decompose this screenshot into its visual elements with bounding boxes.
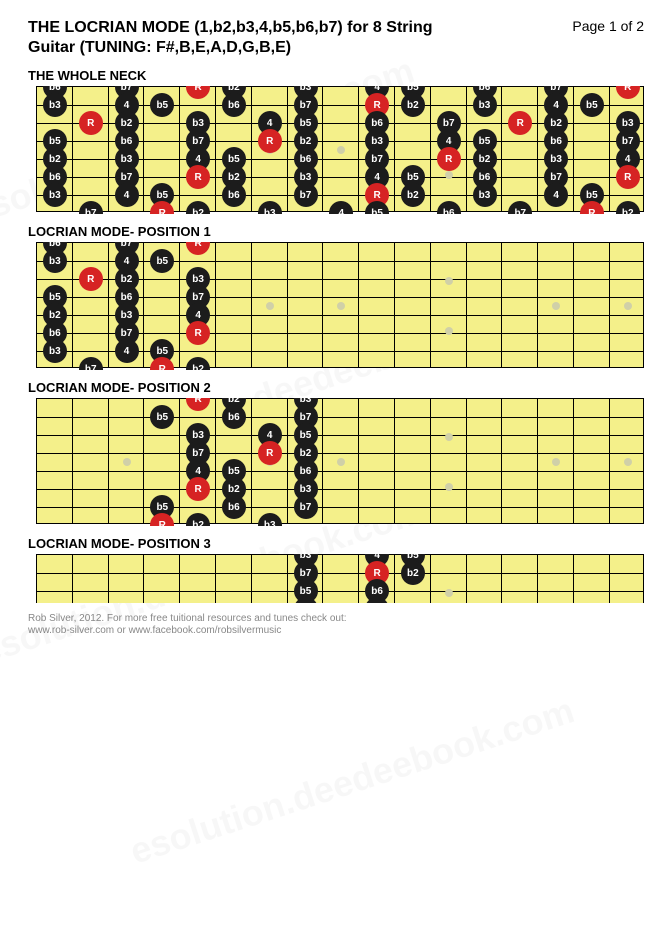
fretboard-diagram: LOCRIAN MODE- POSITION 2Rb2b3b5b6b7b34b5… <box>28 380 644 526</box>
note-degree: 4 <box>544 183 568 207</box>
note-degree: b6 <box>222 183 246 207</box>
fret-marker <box>624 302 632 310</box>
fret-marker <box>445 171 453 179</box>
note-degree: b3 <box>43 93 67 117</box>
note-root: R <box>437 147 461 171</box>
note-root: R <box>186 165 210 189</box>
footer-line-1: Rob Silver, 2012. For more free tuitiona… <box>28 613 644 625</box>
note-root: R <box>508 111 532 135</box>
title-line-2: Guitar (TUNING: F#,B,E,A,D,G,B,E) <box>28 38 432 58</box>
fretboard-diagram: THE WHOLE NECKb6b6b7Rb2b34b5b6b7Rb3b34b5… <box>28 68 644 214</box>
fret-marker <box>266 302 274 310</box>
header: THE LOCRIAN MODE (1,b2,b3,4,b5,b6,b7) fo… <box>28 18 644 58</box>
note-root: R <box>186 477 210 501</box>
note-root: R <box>258 441 282 465</box>
note-root: R <box>186 321 210 345</box>
note-degree: b2 <box>401 561 425 585</box>
note-degree: b3 <box>43 249 67 273</box>
fret-marker <box>624 458 632 466</box>
note-degree: b2 <box>401 93 425 117</box>
note-degree: b5 <box>150 405 174 429</box>
section-label: THE WHOLE NECK <box>28 68 644 83</box>
fret-marker <box>337 458 345 466</box>
note-degree: b6 <box>222 93 246 117</box>
note-degree: b5 <box>150 249 174 273</box>
note-root: R <box>79 111 103 135</box>
section-label: LOCRIAN MODE- POSITION 1 <box>28 224 644 239</box>
page-number: Page 1 of 2 <box>572 18 644 34</box>
note-degree: 4 <box>115 339 139 363</box>
title-line-1: THE LOCRIAN MODE (1,b2,b3,4,b5,b6,b7) fo… <box>28 18 432 38</box>
fret-marker <box>552 458 560 466</box>
note-root: R <box>616 165 640 189</box>
watermark: esolution.deedeebook.com <box>125 689 579 872</box>
fret-marker <box>552 302 560 310</box>
note-degree: b6 <box>222 495 246 519</box>
fret-marker <box>337 302 345 310</box>
fret-marker <box>445 327 453 335</box>
footer-line-2: www.rob-silver.com or www.facebook.com/r… <box>28 625 644 637</box>
fret-marker <box>445 589 453 597</box>
note-root: R <box>79 267 103 291</box>
fret-marker <box>337 146 345 154</box>
fret-marker <box>445 277 453 285</box>
footer: Rob Silver, 2012. For more free tuitiona… <box>28 613 644 637</box>
fretboard-diagram: LOCRIAN MODE- POSITION 3b34b5b7Rb2b5b6b2… <box>28 536 644 603</box>
note-degree: b6 <box>222 405 246 429</box>
note-degree: 4 <box>115 183 139 207</box>
note-degree: b7 <box>294 495 318 519</box>
title-block: THE LOCRIAN MODE (1,b2,b3,4,b5,b6,b7) fo… <box>28 18 432 58</box>
note-root: R <box>258 129 282 153</box>
section-label: LOCRIAN MODE- POSITION 2 <box>28 380 644 395</box>
section-label: LOCRIAN MODE- POSITION 3 <box>28 536 644 551</box>
note-degree: b3 <box>43 183 67 207</box>
note-degree: b2 <box>401 183 425 207</box>
note-degree: b3 <box>43 339 67 363</box>
note-degree: b7 <box>294 183 318 207</box>
fret-marker <box>445 433 453 441</box>
fret-marker <box>123 458 131 466</box>
note-degree: b5 <box>150 93 174 117</box>
note-degree: b5 <box>580 93 604 117</box>
note-degree: b3 <box>473 183 497 207</box>
note-degree: b3 <box>473 93 497 117</box>
fret-marker <box>445 483 453 491</box>
fretboard-diagram: LOCRIAN MODE- POSITION 1b6b7Rb34b5Rb2b3b… <box>28 224 644 370</box>
